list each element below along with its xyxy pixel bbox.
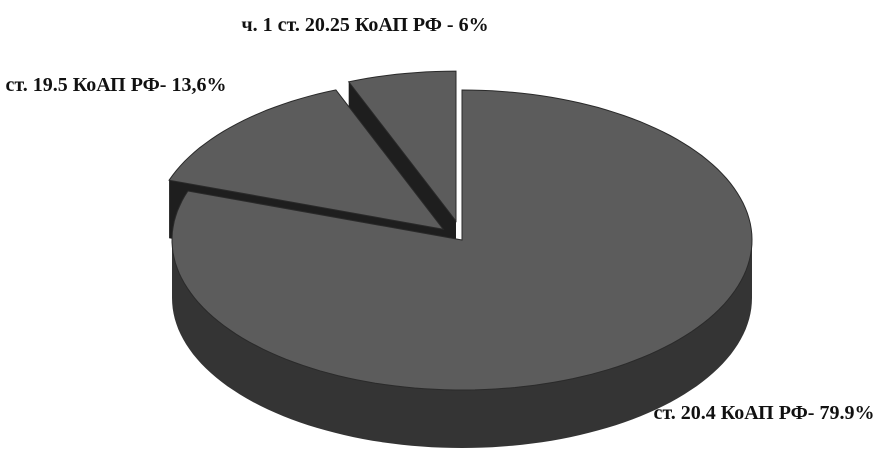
category-label: ст. 20.4 КоАП РФ-: [653, 402, 815, 424]
category-label: ч. 1 ст. 20.25 КоАП РФ -: [241, 14, 454, 36]
slice-side: [172, 240, 752, 448]
slice-label: ст. 20.4 КоАП РФ- 79.9%: [640, 400, 888, 427]
slice: [347, 70, 457, 223]
slice-label: ч. 1 ст. 20.25 КоАП РФ - 6%: [240, 12, 490, 39]
value-label: 79.9%: [819, 402, 875, 424]
category-label: ст. 19.5 КоАП РФ-: [5, 74, 167, 96]
value-label: 6%: [458, 14, 489, 36]
value-label: 13,6%: [171, 74, 227, 96]
slice-label: ст. 19.5 КоАП РФ- 13,6%: [0, 72, 232, 99]
slice: [171, 89, 753, 391]
slice: [168, 89, 445, 230]
